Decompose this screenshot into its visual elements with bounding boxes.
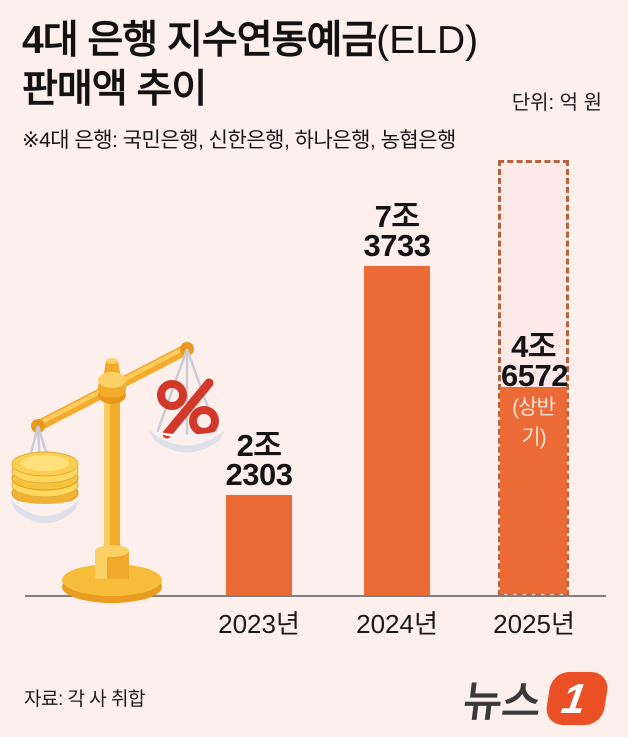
value-2023-line1: 2조 — [236, 428, 282, 463]
percent-icon — [157, 378, 219, 439]
bar-2023 — [226, 495, 292, 595]
value-label-2025: 4조 6572 — [501, 329, 568, 393]
title-line1-suffix: (ELD) — [376, 19, 479, 62]
x-tick-2025: 2025년 — [493, 609, 575, 639]
value-2023-line2: 2303 — [225, 457, 293, 492]
left-pan-icon — [10, 499, 80, 524]
x-tick-2023: 2023년 — [218, 609, 300, 639]
balance-scale-illustration — [10, 342, 225, 603]
title-line2: 판매액 추이 — [22, 68, 207, 111]
value-2025-line2: 6572 — [501, 358, 568, 393]
source-credit: 자료: 각 사 취합 — [24, 689, 146, 710]
sublabel-first-half: (상반기) — [512, 396, 556, 449]
value-label-2023: 2조 2303 — [179, 428, 339, 492]
news1-logo-digit: 1 — [558, 674, 590, 722]
gold-coins-icon — [11, 451, 79, 506]
news1-logo: 뉴스 1 — [460, 668, 611, 729]
right-pan-icon — [149, 430, 225, 453]
bar-2024 — [364, 266, 430, 595]
scale-base — [62, 545, 162, 603]
bar-2025-first-half — [500, 387, 567, 594]
unit-label: 단위: 억 원 — [511, 92, 602, 114]
x-axis-line — [25, 595, 606, 597]
value-2024-line1: 7조 — [374, 199, 420, 234]
value-2025-line1: 4조 — [511, 329, 556, 364]
title-line1: 4대 은행 지수연동예금 — [22, 19, 377, 62]
news1-logo-text: 뉴스 — [460, 678, 544, 725]
projection-box-2025: 4조 6572 (상반기) — [498, 160, 569, 596]
news1-logo-badge: 1 — [543, 672, 611, 725]
value-label-2024: 7조 3733 — [317, 199, 477, 263]
page-title: 4대 은행 지수연동예금(ELD) 판매액 추이 — [22, 16, 582, 114]
x-tick-2024: 2024년 — [356, 609, 438, 639]
value-2024-line2: 3733 — [363, 228, 431, 263]
footnote-banks: ※4대 은행: 국민은행, 신한은행, 하나은행, 농협은행 — [22, 129, 456, 152]
